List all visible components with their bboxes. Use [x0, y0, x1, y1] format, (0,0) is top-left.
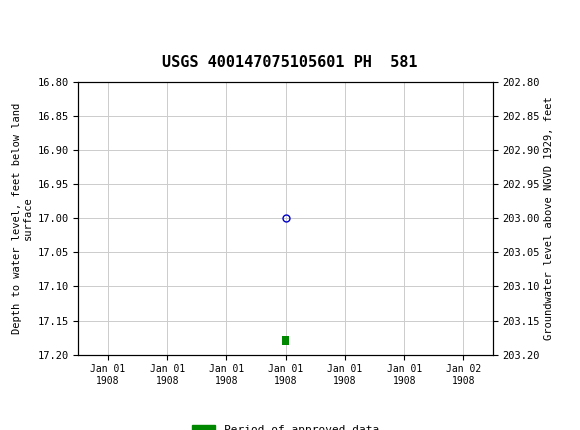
Y-axis label: Groundwater level above NGVD 1929, feet: Groundwater level above NGVD 1929, feet	[545, 96, 554, 340]
Text: USGS 400147075105601 PH  581: USGS 400147075105601 PH 581	[162, 55, 418, 70]
Bar	[282, 336, 289, 344]
Legend: Period of approved data: Period of approved data	[188, 421, 383, 430]
Text: ≡USGS: ≡USGS	[3, 12, 63, 28]
Y-axis label: Depth to water level, feet below land
surface: Depth to water level, feet below land su…	[12, 103, 33, 334]
